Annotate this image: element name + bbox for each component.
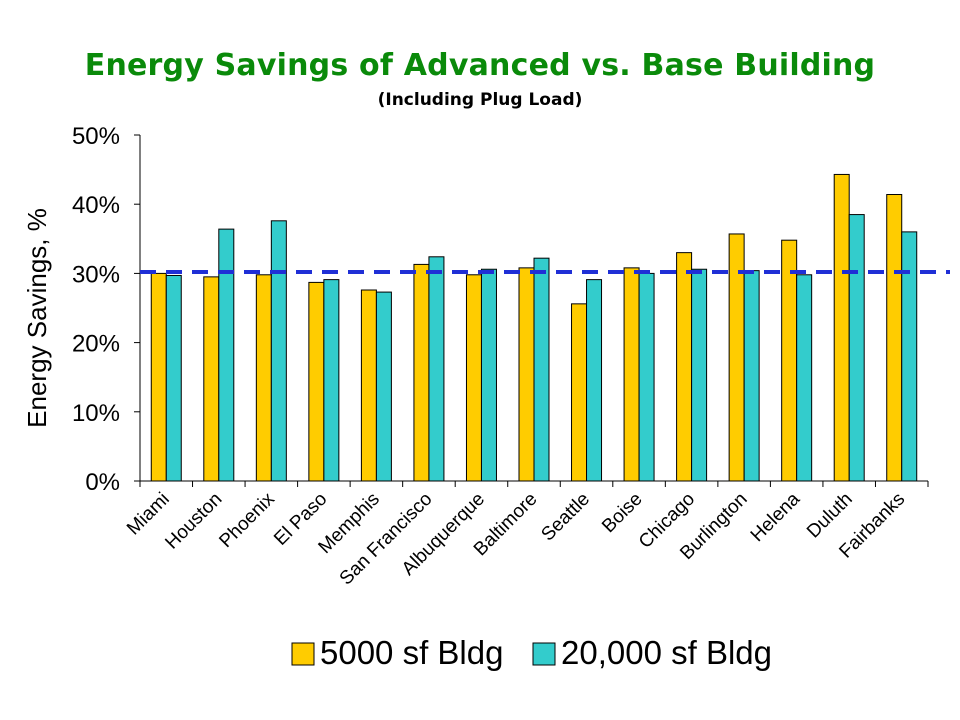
legend-label-1: 20,000 sf Bldg (561, 634, 772, 671)
legend-swatch-0 (291, 642, 315, 666)
bar-large-6 (480, 268, 497, 482)
bar-small-7 (518, 267, 535, 482)
chart-title: Energy Savings of Advanced vs. Base Buil… (84, 48, 876, 83)
chart-subtitle: (Including Plug Load) (377, 90, 583, 110)
bar-large-13 (848, 214, 865, 482)
x-tick-label: Seattle (537, 489, 594, 546)
x-tick-label: Houston (161, 489, 226, 554)
bar-large-8 (586, 279, 603, 482)
bar-large-1 (218, 228, 235, 482)
y-tick-label: 50% (72, 123, 120, 150)
x-tick-label: Boise (598, 489, 646, 537)
bar-large-12 (796, 274, 813, 482)
bar-small-1 (203, 276, 220, 482)
bar-large-2 (270, 220, 287, 482)
bar-large-9 (638, 272, 655, 482)
bar-large-0 (165, 274, 182, 482)
bar-large-10 (691, 268, 708, 482)
bar-small-4 (360, 289, 377, 482)
legend-swatch-1 (532, 642, 556, 666)
bar-small-8 (571, 303, 588, 482)
y-tick-label: 20% (72, 331, 120, 358)
bar-small-9 (623, 267, 640, 482)
y-tick-label: 40% (72, 192, 120, 219)
bar-large-11 (743, 270, 760, 482)
y-axis-label: Energy Savings, % (22, 208, 52, 428)
y-tick-label: 10% (72, 400, 120, 427)
bar-small-2 (255, 274, 272, 482)
x-tick-label: Helena (747, 488, 805, 546)
legend-label-0: 5000 sf Bldg (320, 634, 503, 671)
x-tick-label: Miami (123, 489, 174, 540)
bar-small-13 (833, 173, 850, 482)
bar-small-6 (465, 274, 482, 482)
bar-large-7 (533, 257, 550, 482)
x-tick-label: Phoenix (215, 488, 279, 552)
y-tick-label: 0% (85, 469, 120, 496)
bar-small-0 (150, 272, 167, 482)
bar-large-4 (375, 291, 392, 482)
bar-large-3 (323, 279, 340, 482)
bar-small-12 (781, 239, 798, 482)
x-tick-label: San Francisco (336, 489, 437, 590)
bar-large-5 (428, 256, 445, 482)
bar-large-14 (901, 231, 918, 482)
bar-small-5 (413, 263, 430, 482)
bar-small-10 (676, 252, 693, 482)
bar-small-3 (308, 281, 325, 482)
y-tick-label: 30% (72, 261, 120, 288)
bar-small-14 (886, 194, 903, 482)
